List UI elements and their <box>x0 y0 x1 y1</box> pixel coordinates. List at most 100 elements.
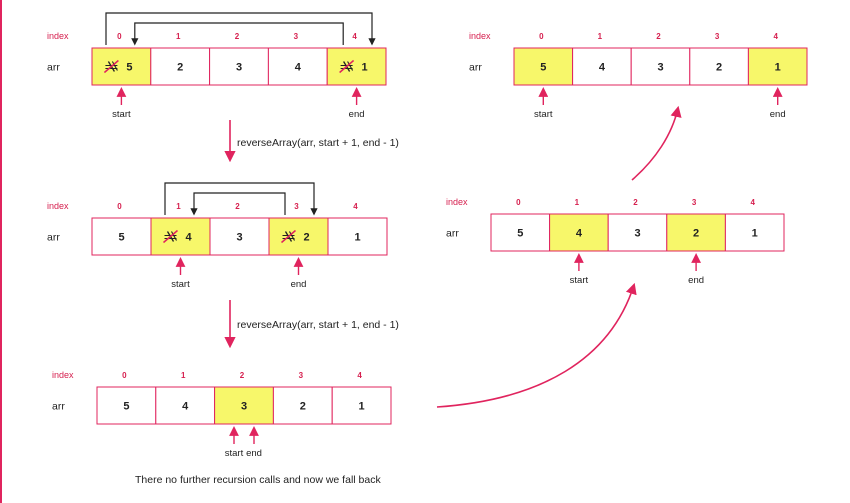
index-number: 0 <box>516 198 521 207</box>
swap-arrow-outer <box>105 12 376 46</box>
index-number: 4 <box>353 202 358 211</box>
array-cell <box>272 386 333 425</box>
crossed-out-value <box>163 229 178 244</box>
arr-label: arr <box>446 228 459 240</box>
index-number: 2 <box>656 32 661 41</box>
array-cell <box>549 213 609 252</box>
left-accent-bar <box>0 0 2 503</box>
index-number: 3 <box>294 202 299 211</box>
array-cell <box>150 47 211 86</box>
array-cell <box>267 47 328 86</box>
cell-value: 3 <box>634 228 640 240</box>
index-number: 0 <box>117 202 122 211</box>
crossed-out-value <box>339 59 355 74</box>
swap-arrow-inner <box>190 192 286 216</box>
array-cell <box>268 217 329 256</box>
index-number: 2 <box>240 371 245 380</box>
array-cell <box>572 47 632 86</box>
array-cell <box>209 217 270 256</box>
cell-value: 4 <box>576 228 583 240</box>
array-cell <box>326 47 387 86</box>
index-number: 1 <box>181 371 186 380</box>
array-cell <box>630 47 691 86</box>
index-number: 1 <box>598 32 603 41</box>
index-number: 1 <box>176 202 181 211</box>
array-cell <box>607 213 668 252</box>
index-number: 2 <box>633 198 638 207</box>
cell-value: 5 <box>540 62 546 74</box>
cell-value: 5 <box>517 228 523 240</box>
index-label: index <box>47 201 69 211</box>
cell-value: 1 <box>354 232 360 244</box>
start-pointer-label: start <box>534 109 553 120</box>
cell-value: 3 <box>236 62 242 74</box>
cell-value: 1 <box>752 228 758 240</box>
end-pointer-label: end <box>246 448 262 459</box>
recursive-call-label-2: reverseArray(arr, start + 1, end - 1) <box>237 319 399 331</box>
cell-value: 4 <box>185 232 192 244</box>
index-number: 0 <box>117 32 122 41</box>
start-pointer-label: start <box>112 109 131 120</box>
end-pointer-label: end <box>349 109 365 120</box>
array-step-2: index arr 0 5 1 4 2 3 3 2 4 1 start end <box>47 182 388 290</box>
index-label: index <box>469 31 491 41</box>
fallback-caption: There no further recursion calls and now… <box>135 474 381 486</box>
cell-value: 2 <box>177 62 183 74</box>
index-number: 1 <box>176 32 181 41</box>
cell-value: 3 <box>236 232 242 244</box>
index-label: index <box>47 31 69 41</box>
array-cell <box>666 213 726 252</box>
index-number: 0 <box>539 32 544 41</box>
array-cell <box>331 386 392 425</box>
cell-value: 1 <box>362 62 368 74</box>
cell-value: 1 <box>775 62 781 74</box>
index-number: 4 <box>750 198 755 207</box>
arr-label: arr <box>469 62 482 74</box>
array-return-1: index arr 0 5 1 4 2 3 3 2 4 1 start end <box>446 197 785 286</box>
end-pointer-label: end <box>291 279 307 290</box>
cell-value: 3 <box>241 401 247 413</box>
cell-value: 4 <box>182 401 189 413</box>
cell-value: 2 <box>693 228 699 240</box>
end-pointer-label: end <box>688 275 704 286</box>
index-number: 2 <box>235 32 240 41</box>
index-label: index <box>446 197 468 207</box>
cell-value: 2 <box>303 232 309 244</box>
index-number: 3 <box>692 198 697 207</box>
cell-value: 1 <box>359 401 365 413</box>
start-pointer-label: start <box>225 448 244 459</box>
crossed-out-value <box>103 59 119 74</box>
arr-label: arr <box>52 401 65 413</box>
cell-value: 4 <box>599 62 606 74</box>
index-number: 4 <box>352 32 357 41</box>
array-cell <box>689 47 749 86</box>
array-return-2: index arr 0 5 1 4 2 3 3 2 4 1 start end <box>469 31 808 120</box>
fallback-arrow-1 <box>436 282 637 408</box>
index-label: index <box>52 370 74 380</box>
array-cell <box>513 47 574 86</box>
start-pointer-label: start <box>570 275 589 286</box>
swap-arrow-outer <box>164 182 318 216</box>
cell-value: 2 <box>300 401 306 413</box>
index-number: 1 <box>575 198 580 207</box>
cell-value: 4 <box>295 62 302 74</box>
array-cell <box>724 213 785 252</box>
swap-arrow-inner <box>131 22 344 46</box>
array-cell <box>96 386 157 425</box>
end-pointer-label: end <box>770 109 786 120</box>
array-cell <box>150 217 211 256</box>
array-cell <box>91 217 152 256</box>
cell-value: 2 <box>716 62 722 74</box>
cell-value: 5 <box>118 232 124 244</box>
recursive-call-label-1: reverseArray(arr, start + 1, end - 1) <box>237 137 399 149</box>
fallback-arrow-2 <box>631 105 682 181</box>
arr-label: arr <box>47 62 60 74</box>
array-cell <box>747 47 808 86</box>
array-step-3: index arr 0 5 1 4 2 3 3 2 4 1 start end <box>52 370 392 459</box>
array-cell <box>209 47 269 86</box>
cell-value: 3 <box>657 62 663 74</box>
index-number: 3 <box>715 32 720 41</box>
arr-label: arr <box>47 232 60 244</box>
